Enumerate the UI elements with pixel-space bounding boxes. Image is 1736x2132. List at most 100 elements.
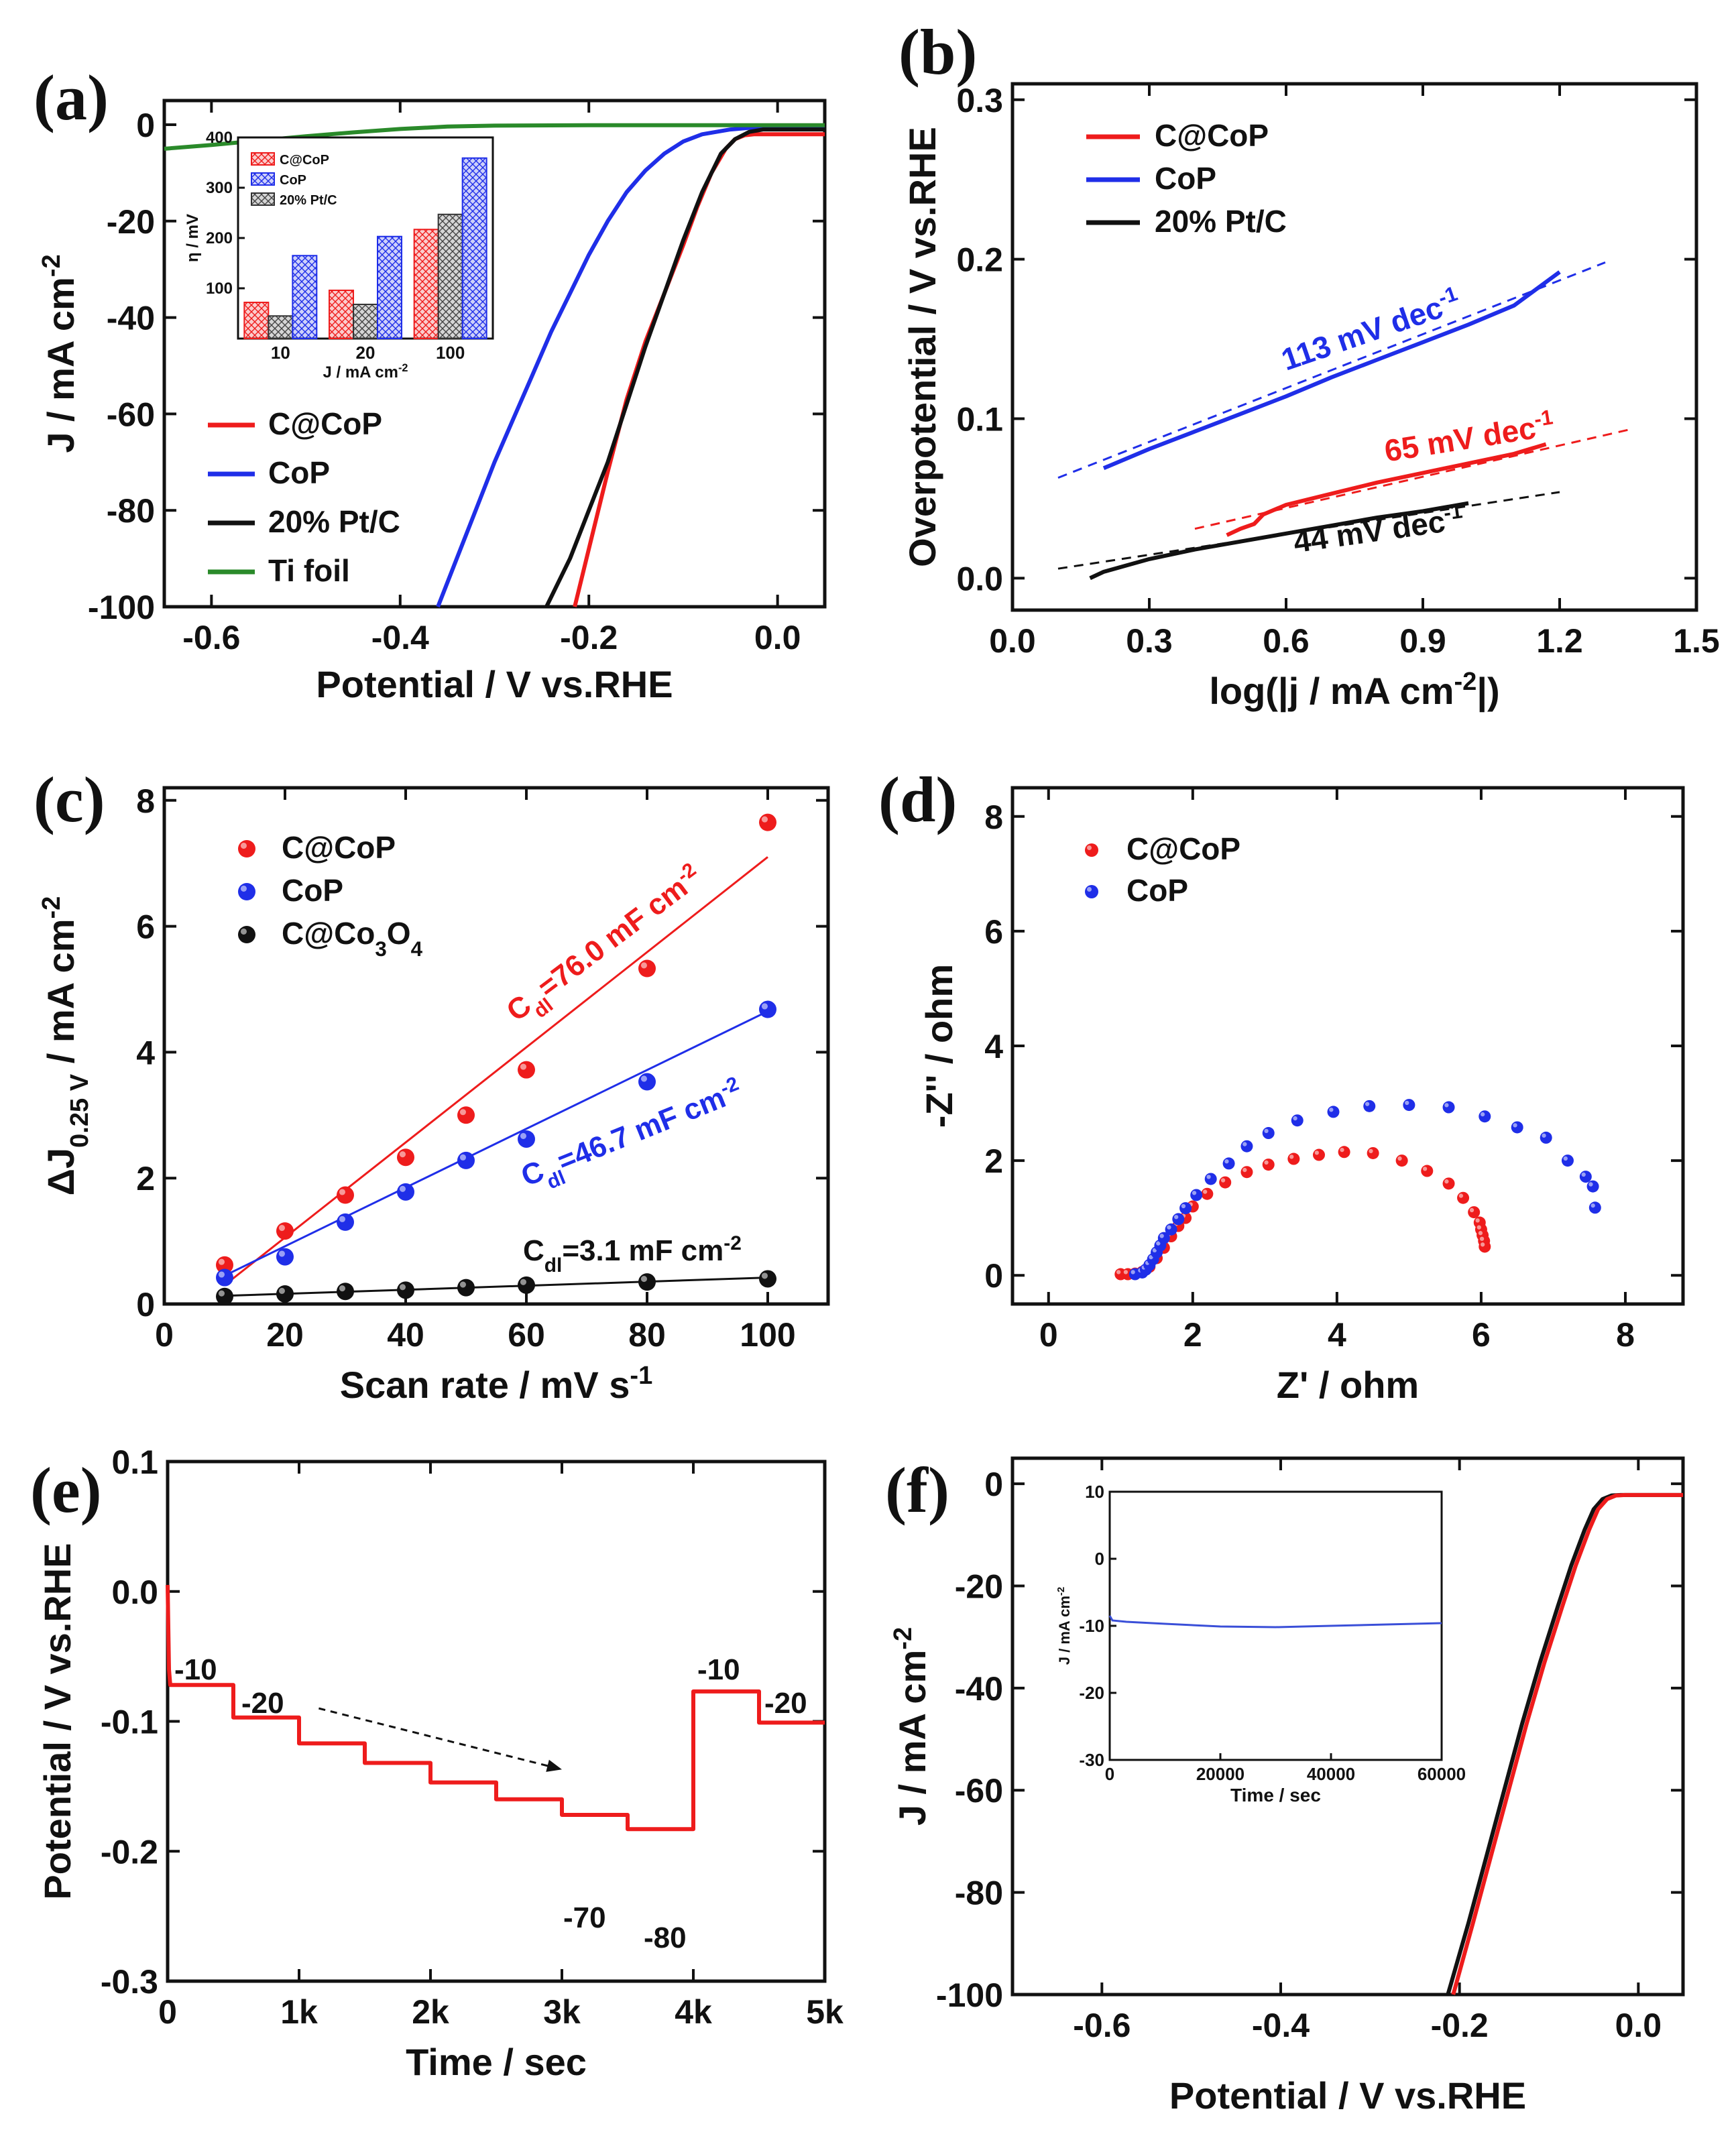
text-part: C@Co xyxy=(282,916,375,951)
fit-line-C@CoP xyxy=(224,856,768,1286)
data-point-CoP xyxy=(1579,1171,1592,1183)
text-part: dl xyxy=(544,1254,563,1277)
y-tick-label: 4 xyxy=(984,1028,1003,1065)
y-tick-label: 8 xyxy=(136,782,155,820)
y-tick-label: -40 xyxy=(107,300,155,337)
series-line-20% Pt/C xyxy=(544,127,825,608)
data-point-CoP-highlight xyxy=(399,1185,406,1192)
data-point-C@Co3O4 xyxy=(457,1279,475,1297)
data-point-C@CoP xyxy=(1457,1191,1470,1204)
y-tick-label: 0 xyxy=(984,1466,1003,1503)
legend-label: 20% Pt/C xyxy=(1155,204,1287,239)
data-point-C@CoP-highlight xyxy=(1314,1150,1319,1155)
y-tick-label: -60 xyxy=(107,396,155,433)
data-point-CoP-highlight xyxy=(520,1132,526,1139)
inset-y-axis-label: η / mV xyxy=(184,214,202,262)
panel-letter: (a) xyxy=(34,62,109,133)
data-point-C@Co3O4-highlight xyxy=(761,1272,768,1279)
data-point-C@Co3O4-highlight xyxy=(399,1284,406,1291)
data-point-C@Co3O4 xyxy=(276,1285,294,1303)
data-point-CoP xyxy=(1179,1202,1192,1215)
y-tick-label: 0.2 xyxy=(956,241,1003,279)
y-tick-label: 0 xyxy=(136,107,155,144)
data-point-CoP-highlight xyxy=(459,1154,466,1161)
fit-line xyxy=(1057,491,1560,570)
text-part: Overpotential / V vs.RHE xyxy=(901,127,943,567)
y-axis-label: ΔJ0.25 V / mA cm-2 xyxy=(38,896,94,1196)
text-part: Potential / V vs.RHE xyxy=(36,1543,78,1899)
data-point-CoP-highlight xyxy=(1513,1123,1517,1128)
legend-marker xyxy=(238,883,255,900)
data-point-C@CoP-highlight xyxy=(1475,1218,1480,1223)
data-point-CoP-highlight xyxy=(1563,1156,1568,1161)
data-point-CoP-highlight xyxy=(1365,1102,1370,1106)
panel-letter: (b) xyxy=(899,16,977,88)
data-point-C@CoP-highlight xyxy=(1220,1178,1226,1183)
data-point-C@CoP xyxy=(1421,1165,1434,1177)
inset-frame xyxy=(1108,1490,1443,1761)
x-tick-label: 40 xyxy=(387,1316,424,1354)
inset-legend-label: CoP xyxy=(280,173,306,188)
x-tick-label: 6 xyxy=(1472,1316,1491,1354)
y-tick-label: -60 xyxy=(955,1772,1003,1810)
series-line-C@CoP xyxy=(573,132,825,607)
data-point-CoP xyxy=(397,1183,414,1201)
x-tick-label: 60 xyxy=(508,1316,545,1354)
data-point-CoP-highlight xyxy=(1588,1182,1593,1187)
data-point-CoP-highlight xyxy=(339,1216,345,1222)
x-tick-label: 1.5 xyxy=(1673,622,1720,660)
text-part: J / mA cm xyxy=(1056,1596,1073,1665)
plot-frame xyxy=(166,1460,827,1983)
data-point-C@CoP-highlight xyxy=(399,1151,406,1158)
plot-frame xyxy=(1010,1456,1685,1997)
series-line-CoP xyxy=(436,125,825,608)
inset-y-tick-label: 100 xyxy=(206,280,233,298)
inset-bar-C@CoP xyxy=(413,229,439,339)
inset-y-tick-label: 200 xyxy=(206,229,233,247)
data-point-CoP-highlight xyxy=(1156,1241,1161,1246)
x-tick-label: 0.6 xyxy=(1263,622,1310,660)
panel-letter: (d) xyxy=(878,764,957,835)
legend-label: C@CoP xyxy=(268,406,382,441)
x-tick-label: 5k xyxy=(806,1993,844,2031)
cdl-annotation: Cdl=3.1 mF cm-2 xyxy=(523,1232,742,1277)
y-tick-label: -80 xyxy=(955,1875,1003,1912)
data-point-CoP xyxy=(1165,1223,1177,1236)
data-point-CoP-highlight xyxy=(1242,1142,1247,1146)
series-line-C@CoP xyxy=(1226,442,1547,537)
text-part: -1 xyxy=(1442,499,1464,525)
text-part: Potential / V vs.RHE xyxy=(316,663,673,705)
x-axis-label: Potential / V vs.RHE xyxy=(316,663,673,705)
inset-y-tick-label: 300 xyxy=(206,179,233,197)
x-tick-label: 0.9 xyxy=(1399,622,1446,660)
data-point-CoP xyxy=(1291,1114,1304,1127)
panel-letter: (c) xyxy=(34,764,105,835)
inset-x-tick-label: 100 xyxy=(436,343,465,363)
slope-annotation: 44 mV dec-1 xyxy=(1291,499,1466,560)
inset-x-tick-label: 10 xyxy=(271,343,290,363)
data-point-C@Co3O4 xyxy=(216,1287,233,1305)
data-point-CoP xyxy=(638,1073,656,1091)
y-tick-label: 0.3 xyxy=(956,82,1003,119)
legend-marker-highlight xyxy=(1087,887,1092,892)
x-tick-label: 100 xyxy=(740,1316,795,1354)
data-point-C@CoP-highlight xyxy=(1397,1156,1402,1161)
data-point-C@CoP-highlight xyxy=(1481,1242,1485,1247)
text-part: / mA cm xyxy=(40,919,82,1074)
data-point-CoP xyxy=(1190,1189,1203,1201)
text-part: Z' / ohm xyxy=(1277,1364,1419,1406)
data-point-C@CoP xyxy=(457,1106,475,1124)
text-part: =3.1 mF cm xyxy=(562,1234,724,1267)
legend-label: CoP xyxy=(268,455,330,490)
text-part: -1 xyxy=(630,1362,652,1390)
data-point-C@CoP xyxy=(1262,1159,1275,1171)
text-part: Time / sec xyxy=(1230,1785,1321,1805)
inset-x-axis-label: J / mA cm-2 xyxy=(323,362,408,381)
data-point-C@CoP-highlight xyxy=(1264,1160,1269,1165)
inset-bar-C@CoP xyxy=(243,302,270,339)
x-tick-label: -0.6 xyxy=(182,619,240,656)
data-point-CoP-highlight xyxy=(761,1003,768,1010)
text-part: J / mA cm xyxy=(40,277,82,453)
